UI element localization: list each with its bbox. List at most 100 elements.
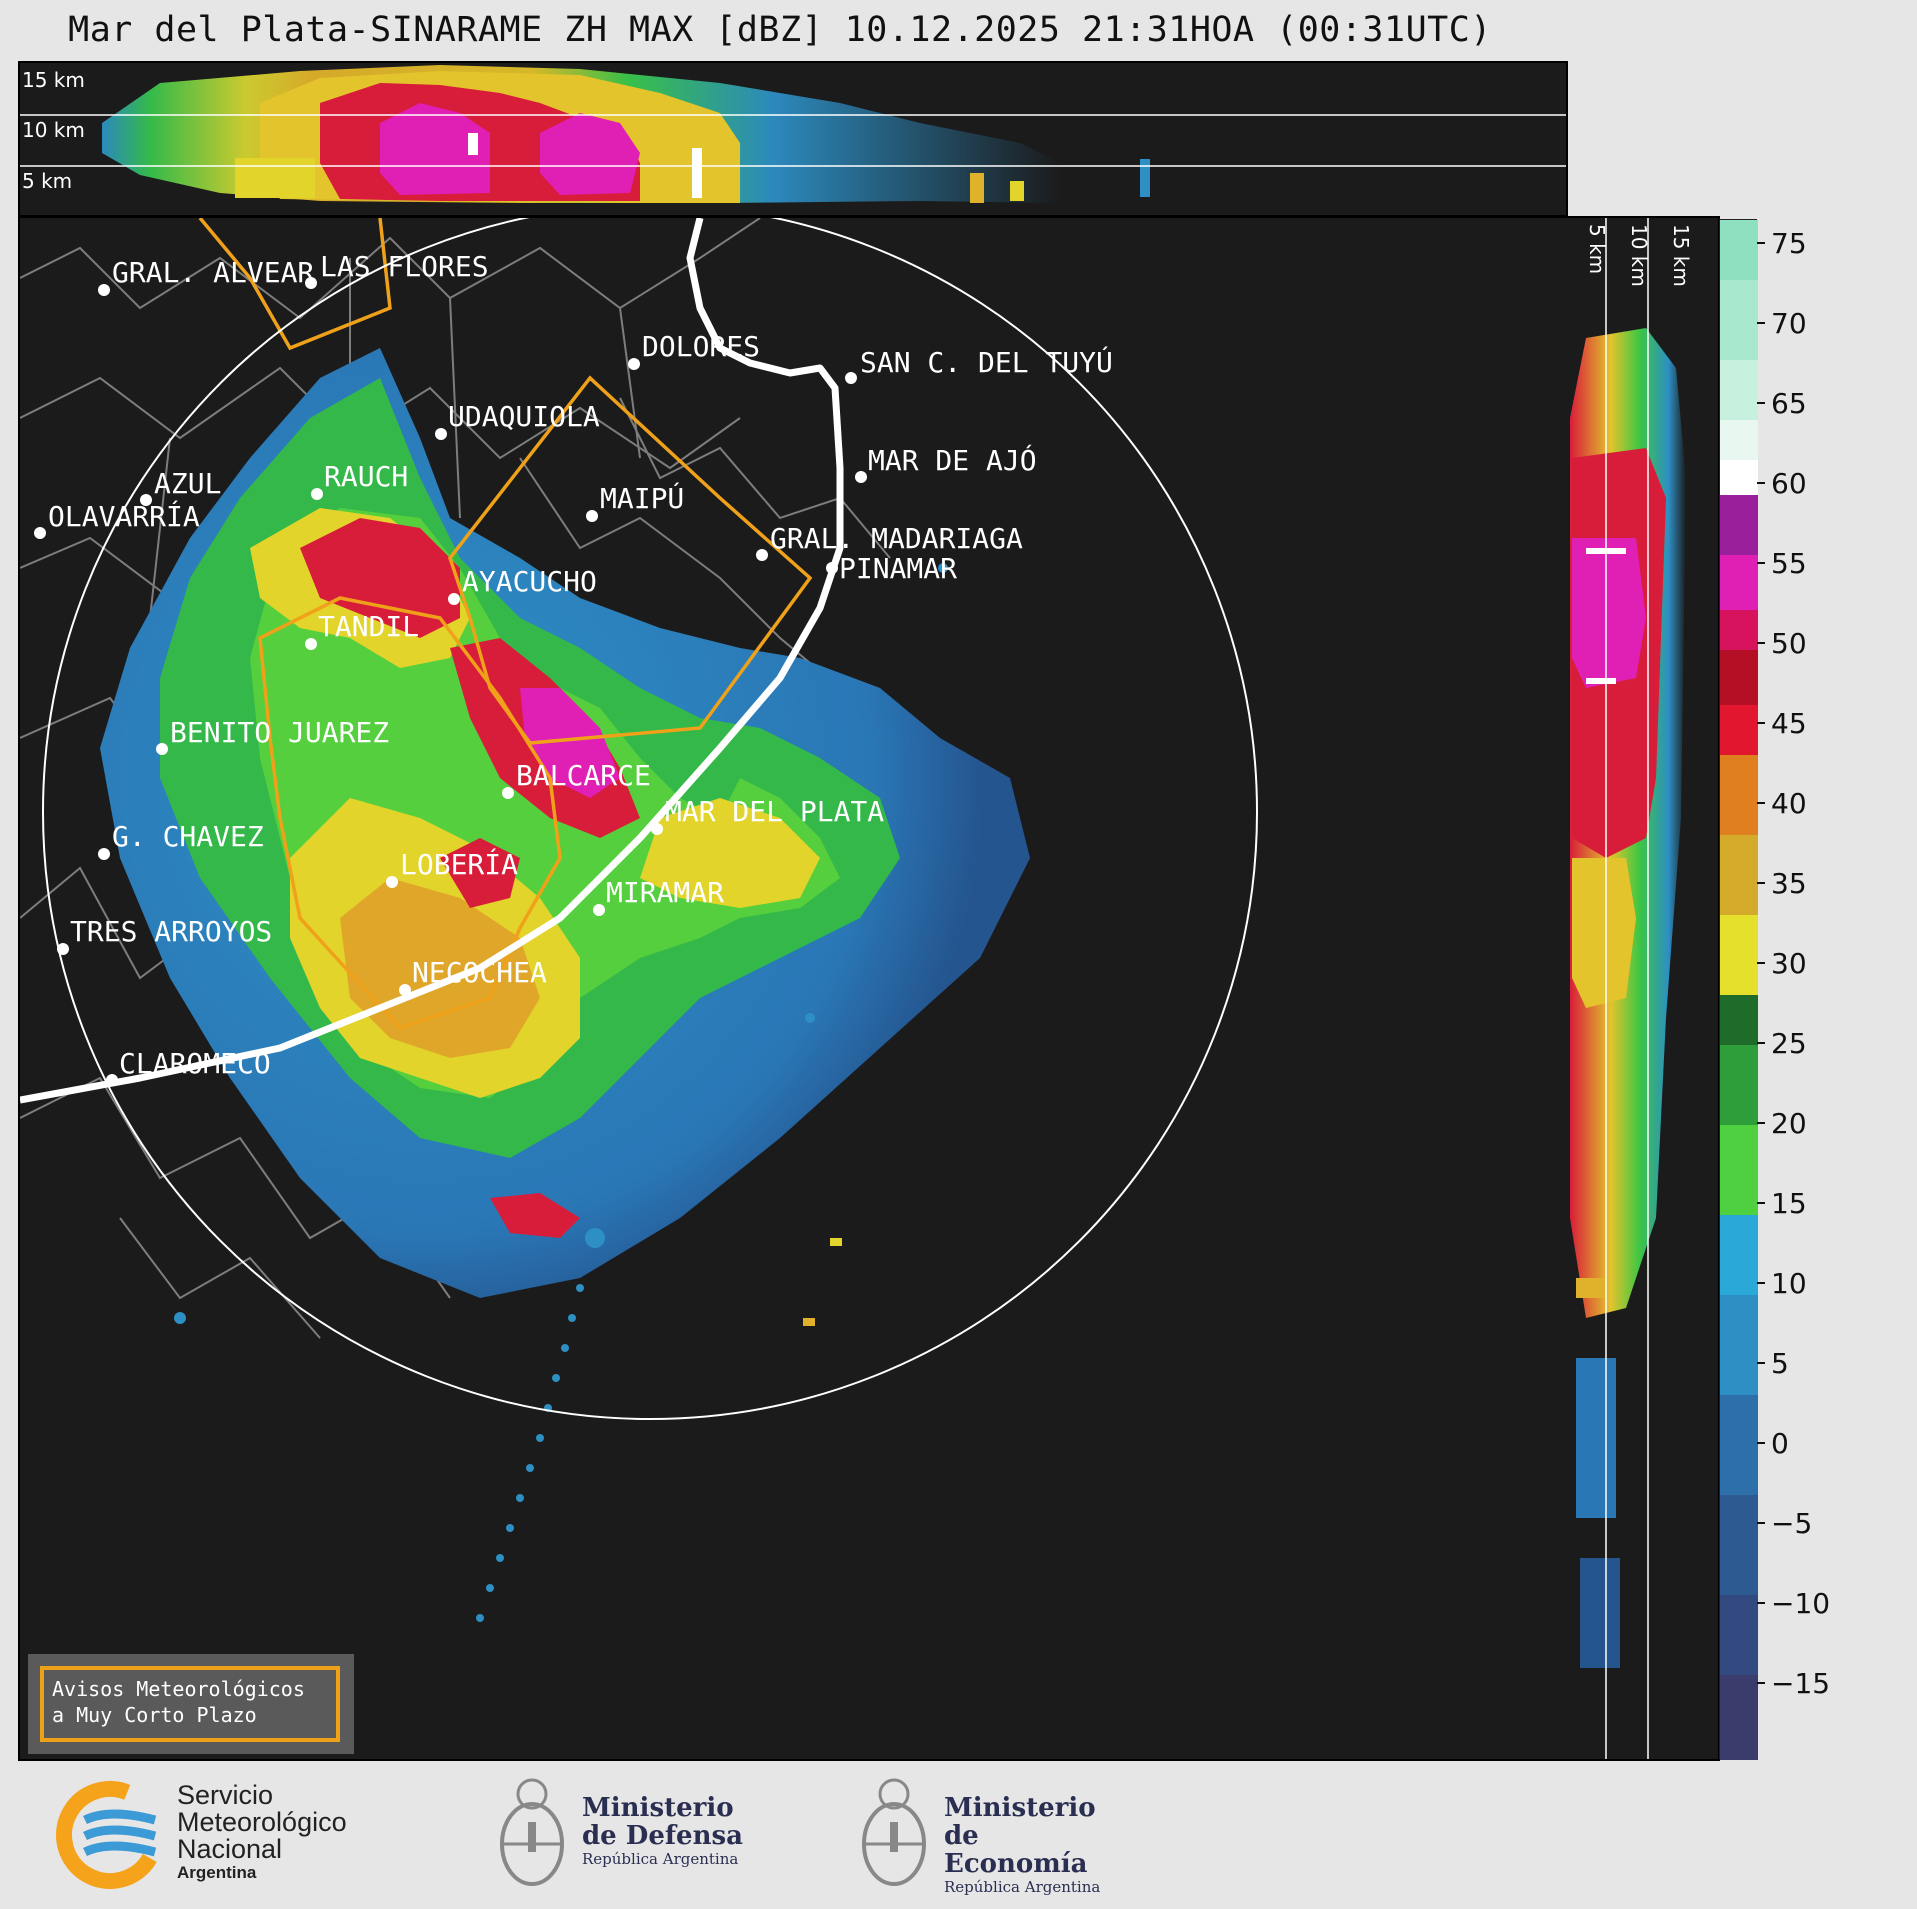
top-cross-section-plot: 15 km 10 km 5 km [20,65,1566,203]
colorbar-tick-label: 40 [1771,787,1807,820]
city-label: TRES ARROYOS [70,915,272,948]
city-dot-icon [399,984,411,996]
city-maipu: MAIPÚ [586,481,684,522]
city-label: GRAL. ALVEAR [112,256,314,289]
economia-logo: Ministerio de Economía República Argenti… [856,1772,1126,1902]
city-markers: GRAL. ALVEAR LAS FLORES DOLORES SAN C. D… [34,250,1113,1086]
city-label: MAIPÚ [600,481,684,515]
side-height-label-10km: 10 km [1627,224,1651,287]
colorbar-tick-label: 50 [1771,627,1807,660]
city-dot-icon [57,943,69,955]
city-label: GRAL. MADARIAGA [770,522,1023,555]
colorbar-tick-label: −5 [1771,1507,1812,1540]
defensa-logo: Ministerio de Defensa República Argentin… [494,1772,754,1902]
city-dot-icon [140,494,152,506]
radar-echo-east-yellow [640,798,820,908]
city-dot-icon [448,593,460,605]
map-title: Mar del Plata-SINARAME ZH MAX [dBZ] 10.1… [68,10,1492,50]
defensa-logo-line3: República Argentina [582,1850,739,1868]
colorbar-scale [1720,220,1758,1760]
city-rauch: RAUCH [311,460,408,500]
city-label: RAUCH [324,460,408,493]
colorbar-tick-label: −10 [1771,1587,1830,1620]
city-dot-icon [305,277,317,289]
city-pinamar: PINAMAR [826,552,957,585]
city-gral-alvear: GRAL. ALVEAR [98,256,314,296]
smn-logo: Servicio Meteorológico Nacional Argentin… [55,1772,395,1902]
defensa-logo-line1: Ministerio [582,1793,734,1823]
colorbar-tick-label: 25 [1771,1027,1807,1060]
city-necochea: NECOCHEA [399,956,547,996]
radar-spoke-echo [476,1284,584,1622]
colorbar-tick-label: 20 [1771,1107,1807,1140]
city-dot-icon [386,876,398,888]
warning-legend-frame: Avisos Meteorológicos a Muy Corto Plazo [40,1666,340,1742]
smn-logo-line3: Nacional [177,1834,283,1864]
city-dot-icon [845,372,857,384]
colorbar-tick-label: 75 [1771,227,1807,260]
reflectivity-colorbar [1719,219,1758,1760]
smn-logo-line2: Meteorológico [177,1807,347,1837]
colorbar-tick-label: 70 [1771,307,1807,340]
city-label: AYACUCHO [462,565,597,598]
smn-logo-line1: Servicio [177,1780,274,1810]
warning-legend-line1: Avisos Meteorológicos [52,1677,305,1701]
city-ayacucho: AYACUCHO [448,565,597,605]
city-dot-icon [586,510,598,522]
defensa-logo-line2: de Defensa [582,1821,743,1851]
city-dolores: DOLORES [628,330,760,370]
top-cross-section-panel: 15 km 10 km 5 km [18,61,1568,217]
city-benito-juarez: BENITO JUAREZ [156,716,389,755]
city-dot-icon [628,358,640,370]
city-dot-icon [502,787,514,799]
city-label: BALCARCE [516,759,651,792]
colorbar-tick-label: 65 [1771,387,1807,420]
smn-logo-icon [56,1781,164,1889]
city-balcarce: BALCARCE [502,759,651,799]
city-label: PINAMAR [839,552,957,585]
colorbar-tick-label: 60 [1771,467,1807,500]
city-miramar: MIRAMAR [593,876,724,916]
city-udaquiola: UDAQUIOLA [435,400,600,440]
city-tandil: TANDIL [305,610,419,650]
economia-logo-line3: República Argentina [944,1878,1101,1896]
city-dot-icon [34,527,46,539]
city-tres-arroyos: TRES ARROYOS [57,915,272,955]
radar-echo-orange [340,878,540,1058]
city-label: AZUL [154,467,221,500]
colorbar-tick-label: 0 [1771,1427,1789,1460]
city-label: TANDIL [318,610,419,643]
colorbar-tick-label: 45 [1771,707,1807,740]
colorbar-tick-label: 30 [1771,947,1807,980]
city-dot-icon [435,428,447,440]
height-label-5km: 5 km [22,169,72,193]
radar-echo-sparse [174,563,948,1324]
city-gral-madariaga: GRAL. MADARIAGA [756,522,1023,561]
colorbar-tick-label: 35 [1771,867,1807,900]
coat-of-arms-icon [862,1778,926,1886]
city-dot-icon [311,488,323,500]
city-dot-icon [855,471,867,483]
radar-map: GRAL. ALVEAR LAS FLORES DOLORES SAN C. D… [20,218,1258,1622]
colorbar-tick-label: 5 [1771,1347,1789,1380]
radar-map-panel: GRAL. ALVEAR LAS FLORES DOLORES SAN C. D… [18,216,1569,1761]
warning-polygons [198,218,813,1031]
economia-logo-line2: de Economía [944,1821,1088,1879]
city-olavarria: OLAVARRÍA [34,499,200,539]
city-dot-icon [305,638,317,650]
radar-echo-magenta [520,688,620,798]
coat-of-arms-icon [500,1778,564,1886]
city-claromeco: CLAROMECO [106,1047,271,1086]
side-height-label-5km: 5 km [1585,224,1609,274]
smn-logo-line4: Argentina [177,1863,257,1882]
side-cross-section-panel: 5 km 10 km 15 km [1566,216,1720,1761]
city-san-c-del-tuyu: SAN C. DEL TUYÚ [845,345,1113,384]
city-label: SAN C. DEL TUYÚ [860,345,1113,379]
warning-legend: Avisos Meteorológicos a Muy Corto Plazo [28,1654,354,1754]
city-azul: AZUL [140,467,221,506]
radar-echo-small [830,1238,842,1246]
colorbar-tick-label: 15 [1771,1187,1807,1220]
height-label-15km: 15 km [22,68,85,92]
city-dot-icon [98,284,110,296]
city-dot-icon [98,848,110,860]
